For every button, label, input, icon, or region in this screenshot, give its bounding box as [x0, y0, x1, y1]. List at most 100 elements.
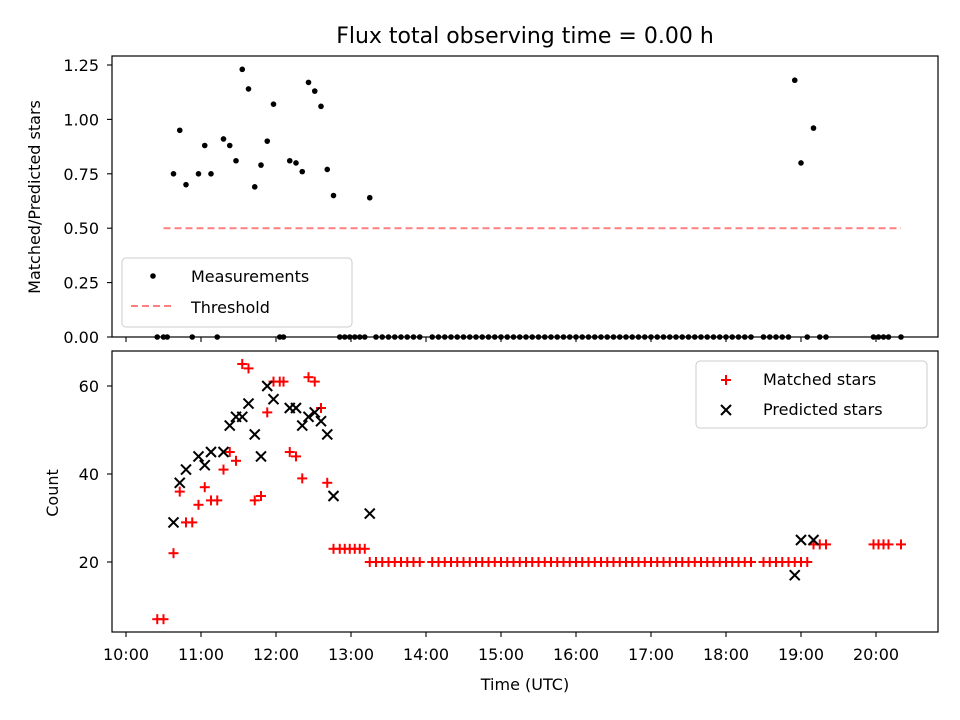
- predicted-point-7: [224, 419, 236, 432]
- top-ytick-label-2: 0.50: [63, 219, 99, 238]
- measurement-point-14: [239, 66, 246, 73]
- bottom-panel-frame: [111, 350, 939, 633]
- measurement-point-25: [305, 79, 312, 86]
- predicted-point-18: [302, 411, 315, 423]
- matched-point-34: [359, 543, 370, 554]
- bottom-panel-xlabel: Time (UTC): [480, 675, 569, 694]
- matched-point-2: [168, 548, 179, 559]
- top-panel-yticks: 0.00 0.25 0.50 0.75 1.00 1.25: [63, 56, 112, 347]
- predicted-point-10: [242, 397, 255, 410]
- top-ytick-label-5: 1.25: [63, 56, 99, 75]
- matched-point-110: [883, 539, 894, 550]
- matched-point-22: [291, 451, 301, 462]
- measurement-point-9: [208, 171, 214, 177]
- matched-point-103: [802, 557, 813, 567]
- legend-predicted-marker: [720, 404, 732, 416]
- xtick-label-1700: 17:00: [628, 645, 674, 664]
- xtick-label-1300: 13:00: [328, 645, 374, 664]
- matched-point-27: [322, 477, 333, 488]
- xtick-label-1800: 18:00: [703, 645, 749, 664]
- predicted-point-1: [174, 477, 186, 489]
- predicted-point-19: [309, 406, 321, 419]
- matched-point-9: [212, 495, 223, 506]
- measurement-point-36: [366, 194, 373, 201]
- top-ytick-label-1: 0.25: [63, 274, 99, 293]
- predicted-point-21: [321, 428, 333, 441]
- measurement-point-26: [311, 88, 318, 94]
- matched-point-6: [193, 499, 204, 510]
- measurement-point-16: [251, 184, 258, 190]
- legend-predicted-label: Predicted stars: [763, 400, 883, 419]
- measurement-point-7: [195, 171, 202, 177]
- matched-point-25: [309, 376, 320, 387]
- measurement-point-8: [201, 142, 208, 149]
- predicted-point-13: [261, 380, 273, 392]
- legend-matched-glyph: [721, 375, 731, 385]
- matched-point-111: [896, 539, 906, 550]
- predicted-point-4: [199, 459, 211, 471]
- xtick-label-1000: 10:00: [103, 645, 149, 664]
- matched-point-13: [237, 359, 248, 369]
- bottom-panel: Count 20 40 60 10:00 11:00 12:00 13:00 1…: [43, 350, 939, 694]
- bottom-panel-xticks: 10:00 11:00 12:00 13:00 14:00 15:00 16:0…: [103, 632, 899, 664]
- predicted-point-14: [267, 393, 280, 405]
- matched-point-23: [297, 473, 308, 484]
- xtick-label-1900: 19:00: [778, 645, 824, 664]
- predicted-point-20: [315, 415, 327, 427]
- xtick-label-1600: 16:00: [553, 645, 599, 664]
- measurement-point-18: [264, 138, 271, 144]
- predicted-point-6: [217, 446, 230, 458]
- top-ytick-label-4: 1.00: [63, 110, 99, 129]
- top-panel-frame: [111, 55, 939, 338]
- predicted-point-23: [364, 507, 376, 520]
- measurement-point-29: [330, 192, 337, 199]
- predicted-point-0: [167, 516, 180, 529]
- xtick-label-1500: 15:00: [478, 645, 524, 664]
- matched-point-26: [316, 403, 326, 413]
- top-legend: Measurements Threshold: [121, 257, 353, 328]
- bottom-plot-area: [152, 359, 906, 625]
- measurement-point-102: [791, 77, 798, 84]
- matched-point-3: [174, 486, 185, 497]
- matched-point-15: [249, 495, 260, 506]
- bottom-panel-ylabel: Count: [43, 469, 62, 517]
- matched-point-11: [224, 447, 235, 457]
- matched-point-106: [821, 539, 831, 550]
- matched-point-24: [303, 372, 314, 383]
- measurement-point-13: [233, 157, 239, 164]
- legend-measurements-label: Measurements: [191, 267, 309, 286]
- predicted-point-2: [180, 463, 192, 476]
- measurement-point-5: [183, 181, 189, 188]
- measurement-point-19: [270, 101, 277, 107]
- measurement-point-11: [220, 136, 227, 142]
- legend-matched-marker: [721, 375, 731, 385]
- measurement-point-103: [798, 160, 804, 166]
- legend-threshold-label: Threshold: [190, 298, 270, 317]
- top-panel-title: Flux total observing time = 0.00 h: [336, 24, 714, 49]
- measurement-point-17: [258, 162, 264, 168]
- matched-point-43: [414, 557, 425, 567]
- measurement-point-23: [293, 160, 299, 166]
- legend-predicted-glyph: [720, 404, 732, 416]
- matched-point-20: [278, 376, 289, 387]
- measurement-point-24: [299, 168, 306, 175]
- measurement-point-27: [318, 103, 324, 110]
- matched-point-10: [218, 464, 229, 475]
- predicted-point-5: [205, 446, 217, 458]
- bottom-panel-yticks: 20 40 60: [79, 377, 112, 572]
- bottom-legend: Matched stars Predicted stars: [695, 360, 928, 429]
- predicted-point-12: [255, 450, 267, 463]
- predicted-point-24: [789, 569, 801, 581]
- xtick-label-2000: 20:00: [853, 645, 899, 664]
- bottom-legend-box: [695, 360, 928, 429]
- predicted-point-22: [327, 490, 340, 502]
- top-panel-ylabel: Matched/Predicted stars: [25, 100, 44, 294]
- xtick-label-1200: 12:00: [253, 645, 299, 664]
- xtick-label-1100: 11:00: [178, 645, 224, 664]
- measurement-point-3: [170, 171, 177, 177]
- matched-point-5: [187, 517, 198, 528]
- top-panel: Flux total observing time = 0.00 h Match…: [25, 24, 939, 347]
- predicted-point-26: [807, 534, 820, 546]
